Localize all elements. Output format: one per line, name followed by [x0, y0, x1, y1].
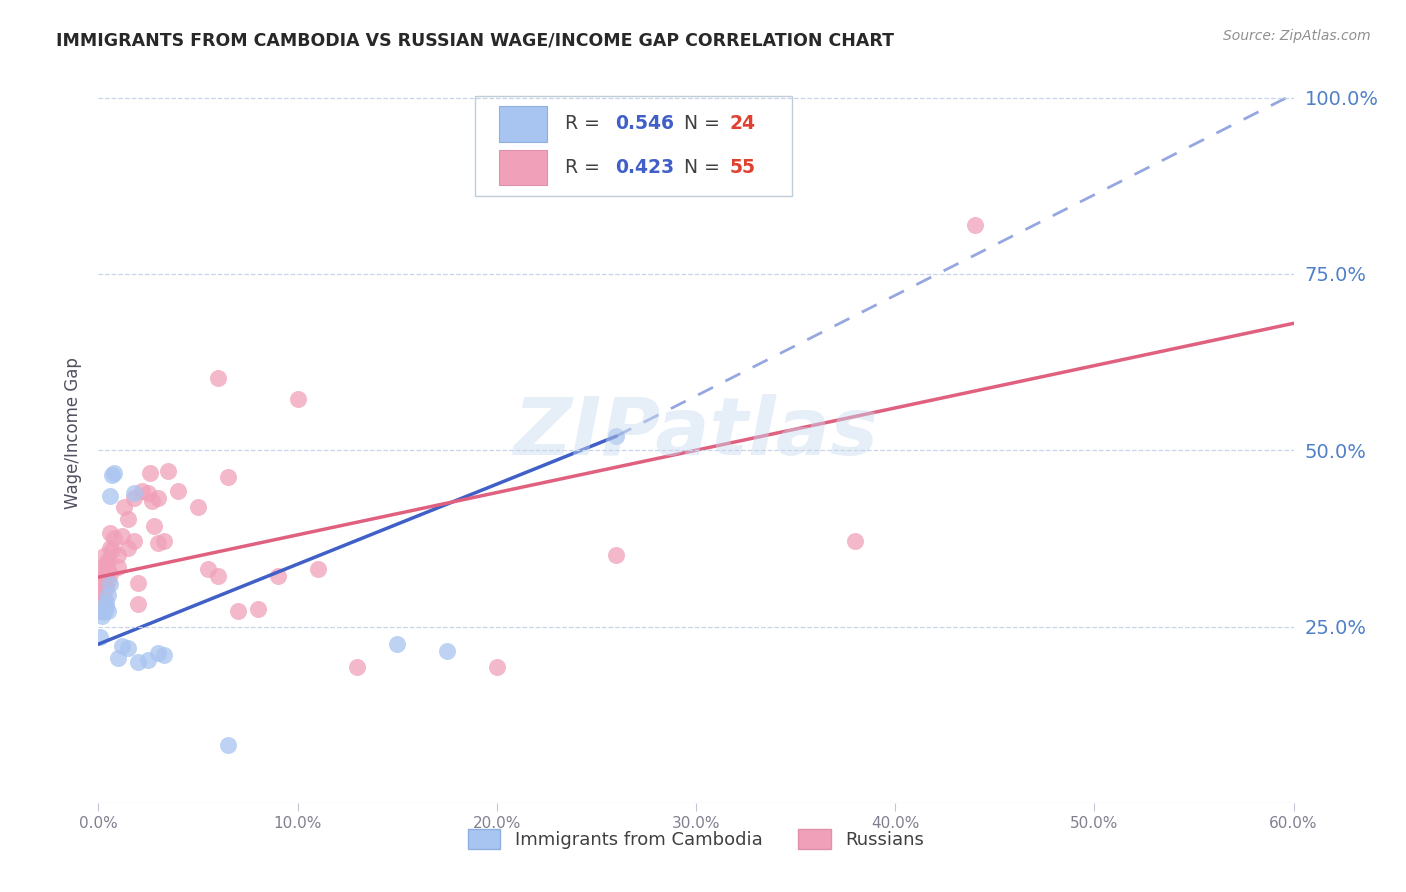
- FancyBboxPatch shape: [475, 95, 792, 195]
- Point: [98, 577, 122, 591]
- Point: [112, 500, 135, 514]
- Point: [605, 429, 627, 443]
- Point: [107, 651, 129, 665]
- Point: [127, 655, 149, 669]
- Point: [117, 512, 139, 526]
- Point: [844, 533, 866, 548]
- Point: [267, 568, 290, 582]
- Text: ZIPatlas: ZIPatlas: [513, 393, 879, 472]
- Point: [167, 484, 190, 499]
- Point: [246, 602, 269, 616]
- Point: [91, 574, 114, 588]
- Text: N =: N =: [672, 158, 725, 178]
- Point: [96, 599, 118, 614]
- Text: Source: ZipAtlas.com: Source: ZipAtlas.com: [1223, 29, 1371, 43]
- Point: [207, 568, 229, 582]
- FancyBboxPatch shape: [499, 150, 547, 186]
- Point: [107, 548, 129, 562]
- Point: [139, 466, 162, 480]
- Point: [287, 392, 309, 407]
- Point: [111, 640, 134, 654]
- Point: [131, 484, 153, 499]
- Point: [98, 541, 122, 555]
- Point: [101, 543, 124, 558]
- Point: [127, 597, 149, 611]
- Point: [141, 494, 163, 508]
- Point: [117, 541, 139, 555]
- Legend: Immigrants from Cambodia, Russians: Immigrants from Cambodia, Russians: [460, 822, 932, 856]
- Point: [346, 660, 368, 674]
- Text: R =: R =: [565, 158, 606, 178]
- Text: R =: R =: [565, 114, 606, 133]
- Point: [148, 536, 170, 550]
- Point: [485, 660, 508, 674]
- Point: [93, 606, 115, 620]
- Point: [157, 464, 180, 478]
- Point: [436, 644, 458, 658]
- Point: [91, 609, 114, 624]
- Point: [148, 491, 170, 506]
- Point: [89, 584, 111, 599]
- Text: IMMIGRANTS FROM CAMBODIA VS RUSSIAN WAGE/INCOME GAP CORRELATION CHART: IMMIGRANTS FROM CAMBODIA VS RUSSIAN WAGE…: [56, 31, 894, 49]
- FancyBboxPatch shape: [499, 106, 547, 142]
- Point: [207, 371, 229, 385]
- Point: [96, 581, 118, 595]
- Point: [103, 532, 125, 546]
- Point: [127, 575, 149, 590]
- Point: [197, 562, 219, 576]
- Point: [97, 562, 120, 576]
- Point: [93, 602, 115, 616]
- Point: [217, 738, 239, 752]
- Point: [963, 218, 986, 232]
- Point: [97, 552, 120, 566]
- Point: [136, 485, 159, 500]
- Point: [107, 559, 129, 574]
- Text: 55: 55: [730, 158, 755, 178]
- Point: [93, 549, 115, 563]
- Point: [89, 630, 111, 644]
- Point: [93, 559, 115, 574]
- Point: [153, 648, 176, 662]
- Point: [98, 489, 122, 503]
- Y-axis label: Wage/Income Gap: Wage/Income Gap: [63, 357, 82, 508]
- Point: [97, 588, 120, 602]
- Point: [93, 566, 115, 581]
- Point: [143, 519, 166, 533]
- Text: N =: N =: [672, 114, 725, 133]
- Point: [153, 533, 176, 548]
- Point: [96, 568, 118, 582]
- Point: [385, 637, 409, 651]
- Point: [117, 640, 139, 655]
- Point: [103, 466, 125, 480]
- Point: [148, 646, 170, 660]
- Point: [307, 562, 329, 576]
- Point: [97, 604, 120, 618]
- Point: [96, 558, 118, 572]
- Point: [124, 485, 146, 500]
- Point: [91, 595, 114, 609]
- Point: [136, 653, 159, 667]
- Point: [124, 533, 146, 548]
- Point: [605, 548, 627, 562]
- Text: 0.423: 0.423: [614, 158, 673, 178]
- Point: [101, 467, 124, 482]
- Point: [187, 500, 209, 514]
- Point: [98, 526, 122, 541]
- Point: [111, 529, 134, 543]
- Point: [226, 604, 249, 618]
- Point: [93, 590, 115, 604]
- Point: [217, 470, 239, 484]
- Point: [89, 604, 111, 618]
- Text: 24: 24: [730, 114, 755, 133]
- Text: 0.546: 0.546: [614, 114, 673, 133]
- Point: [97, 574, 120, 588]
- Point: [98, 566, 122, 581]
- Point: [124, 491, 146, 506]
- Point: [96, 595, 118, 609]
- Point: [93, 577, 115, 591]
